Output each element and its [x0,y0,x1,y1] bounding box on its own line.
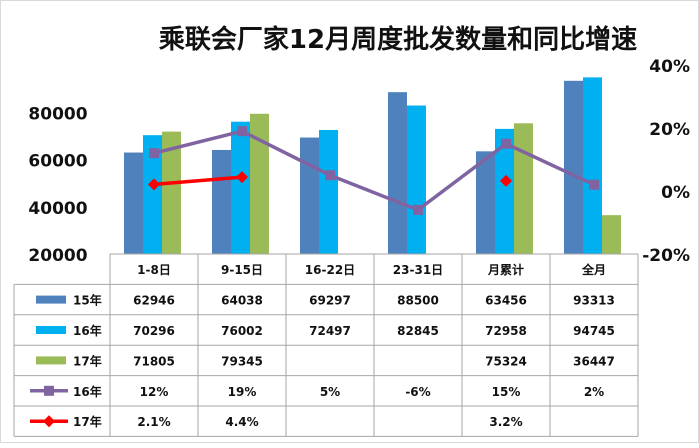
legend-label: 17年 [73,414,102,429]
legend-swatch [36,356,66,365]
data-label: 4.4% [225,415,258,429]
data-label: 2.1% [137,415,170,429]
bar [388,92,407,254]
bar [300,137,319,254]
left-tick-label: 40000 [28,199,87,219]
bar [319,129,338,254]
data-label: 69297 [309,294,351,308]
left-tick-label: 80000 [28,104,87,124]
left-tick-label: 60000 [28,152,87,172]
data-label: 75324 [485,354,527,368]
data-label: 88500 [397,294,439,308]
series-line [153,129,595,212]
category-label: 16-22日 [305,263,355,277]
bar [514,123,533,254]
category-label: 1-8日 [137,263,171,277]
data-label: 5% [320,385,340,399]
legend-marker [43,415,55,428]
data-label: 79345 [221,354,263,368]
data-label: 71805 [133,354,175,368]
right-tick-label: 20% [649,120,690,140]
data-label: 15% [492,385,521,399]
line-point [237,126,247,137]
data-label: 36447 [573,354,615,368]
bar [231,121,250,254]
data-label: 82845 [397,324,439,338]
legend-swatch [36,295,66,304]
bar [250,113,269,254]
line-point [413,204,423,215]
legend-marker [44,385,54,396]
data-label: 93313 [573,294,615,308]
line-point [236,171,248,184]
bar [162,131,181,254]
legend-label: 16年 [73,384,102,399]
line-point [148,178,160,191]
legend-label: 17年 [73,353,102,368]
data-label: 72958 [485,324,527,338]
data-label: 19% [228,385,257,399]
data-label: 62946 [133,294,175,308]
line-point [501,138,511,149]
data-label: -6% [405,385,430,399]
bar [407,105,426,254]
bar [476,151,495,254]
data-table: 1-8日 9-15日 16-22日 23-31日 月累计 全月 15年 62946 64038 6… [13,253,639,437]
bar [124,152,143,254]
bar [583,77,602,254]
right-axis-ticks: 40% 20% 0% -20% [642,57,690,266]
data-label: 2% [584,385,604,399]
line-point [589,179,599,190]
right-tick-label: 0% [661,183,690,203]
bar [143,135,162,254]
data-label: 70296 [133,324,175,338]
data-label: 3.2% [489,415,522,429]
bar [495,128,514,254]
data-label: 76002 [221,324,263,338]
chart-title: 乘联会厂家12月周度批发数量和同比增速 [158,24,637,55]
bar [564,80,583,254]
legend-swatch [36,326,66,334]
legend-label: 16年 [73,323,102,338]
category-label: 月累计 [487,262,524,277]
bar [212,149,231,254]
line-point [325,170,335,181]
right-tick-label: 40% [649,57,690,77]
category-label: 全月 [581,262,606,277]
line-point [500,174,512,187]
category-label: 9-15日 [221,263,263,277]
data-label: 64038 [221,294,263,308]
left-tick-label: 20000 [28,246,87,266]
left-axis-ticks: 20000 40000 60000 80000 [28,104,87,266]
series-line [153,175,243,187]
right-tick-label: -20% [642,246,690,266]
legend-label: 15年 [73,293,102,308]
bar [602,215,621,254]
data-label: 94745 [573,324,615,338]
data-label: 72497 [309,324,351,338]
data-label: 12% [140,385,169,399]
data-label: 63456 [485,294,527,308]
line-point [149,148,159,159]
category-label: 23-31日 [393,263,443,277]
line-series-group [148,126,599,215]
